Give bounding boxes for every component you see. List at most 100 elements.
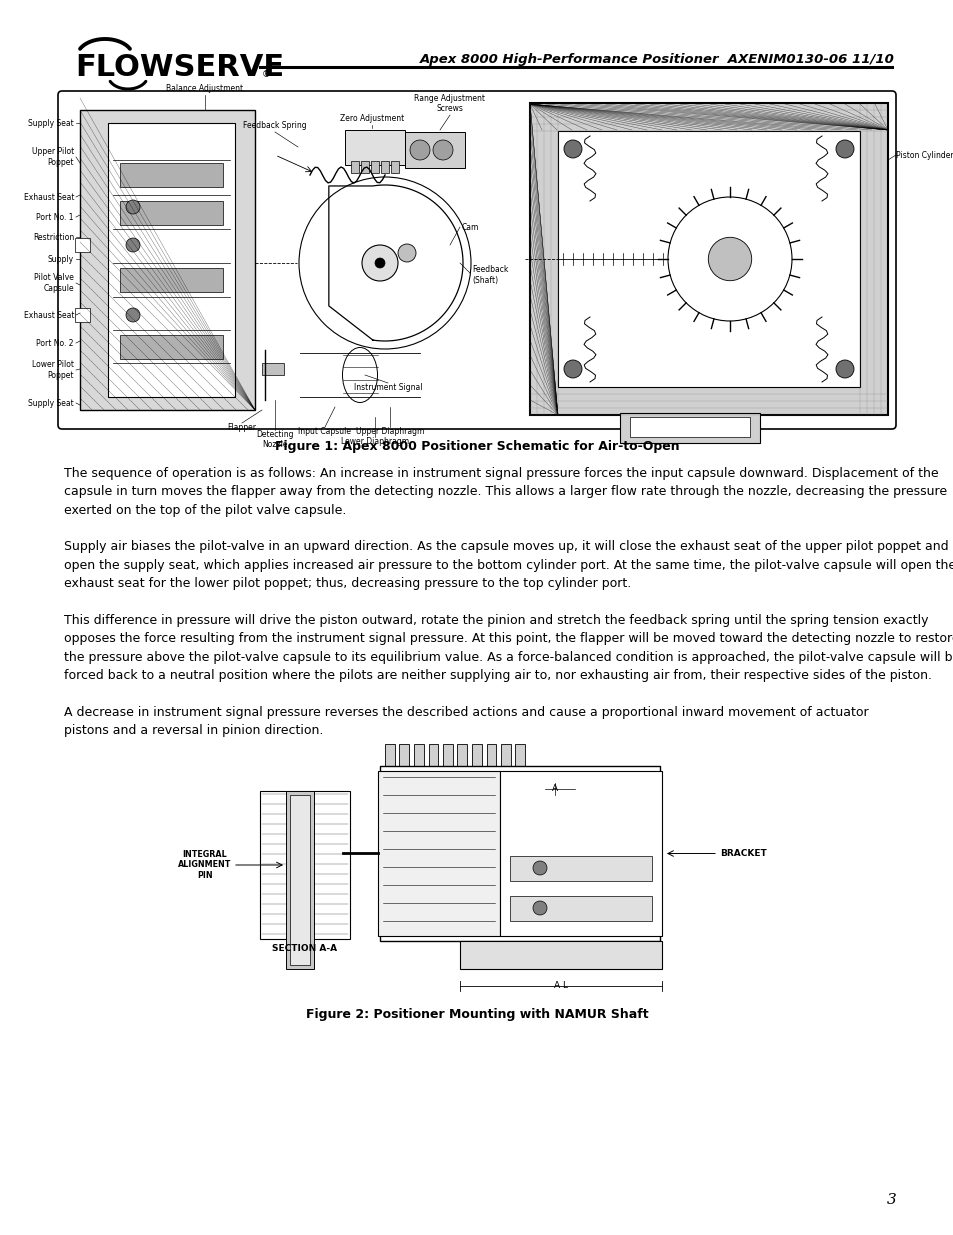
Bar	[260, 790, 350, 939]
Bar	[486, 743, 496, 766]
Text: Upper Diaphragm: Upper Diaphragm	[355, 427, 424, 436]
Text: Feedback
(Shaft): Feedback (Shaft)	[472, 266, 508, 285]
Bar	[442, 743, 453, 766]
Text: forced back to a neutral position where the pilots are neither supplying air to,: forced back to a neutral position where …	[64, 669, 931, 683]
Bar	[457, 743, 467, 766]
Bar	[499, 771, 661, 936]
Bar	[629, 417, 749, 437]
Text: Supply: Supply	[48, 254, 74, 263]
Bar	[377, 771, 499, 936]
Text: Range Adjustment
Screws: Range Adjustment Screws	[414, 94, 485, 112]
Text: BRACKET: BRACKET	[720, 848, 766, 858]
Bar	[379, 766, 659, 941]
Text: pistons and a reversal in pinion direction.: pistons and a reversal in pinion directi…	[64, 725, 323, 737]
Text: exerted on the top of the pilot valve capsule.: exerted on the top of the pilot valve ca…	[64, 504, 346, 517]
Text: Lower Diaphragm: Lower Diaphragm	[340, 437, 409, 446]
Text: Figure 2: Positioner Mounting with NAMUR Shaft: Figure 2: Positioner Mounting with NAMUR…	[305, 1008, 648, 1021]
Circle shape	[397, 245, 416, 262]
Text: Lower Pilot
Poppet: Lower Pilot Poppet	[32, 361, 74, 379]
Text: INTEGRAL
ALIGNMENT
PIN: INTEGRAL ALIGNMENT PIN	[178, 850, 232, 879]
Circle shape	[126, 238, 140, 252]
Text: Feedback Spring: Feedback Spring	[243, 121, 307, 130]
Circle shape	[533, 861, 546, 876]
Bar	[80, 110, 254, 410]
Text: 3: 3	[886, 1193, 896, 1207]
Text: Flapper: Flapper	[227, 424, 256, 432]
Text: Supply Seat: Supply Seat	[29, 399, 74, 408]
Text: ®: ®	[262, 70, 271, 79]
Circle shape	[835, 359, 853, 378]
Bar	[391, 161, 398, 173]
Ellipse shape	[342, 347, 377, 403]
Text: SECTION A-A: SECTION A-A	[273, 944, 337, 953]
Text: Upper Pilot
Poppet: Upper Pilot Poppet	[31, 147, 74, 167]
Circle shape	[433, 140, 453, 161]
Bar	[385, 743, 395, 766]
Text: Piston Cylinder: Piston Cylinder	[895, 151, 953, 159]
Bar	[405, 132, 464, 168]
Text: This difference in pressure will drive the piston outward, rotate the pinion and: This difference in pressure will drive t…	[64, 614, 927, 627]
Text: Zero Adjustment: Zero Adjustment	[339, 114, 404, 124]
Bar	[75, 238, 90, 252]
Bar	[360, 161, 369, 173]
Bar	[399, 743, 409, 766]
Bar	[459, 941, 661, 969]
Text: exhaust seat for the lower pilot poppet; thus, decreasing pressure to the top cy: exhaust seat for the lower pilot poppet;…	[64, 578, 631, 590]
Text: A L: A L	[554, 982, 567, 990]
Text: the pressure above the pilot-valve capsule to its equilibrium value. As a force-: the pressure above the pilot-valve capsu…	[64, 651, 953, 664]
Text: capsule in turn moves the flapper away from the detecting nozzle. This allows a : capsule in turn moves the flapper away f…	[64, 485, 946, 499]
Text: A: A	[552, 784, 558, 794]
Text: Figure 1: Apex 8000 Positioner Schematic for Air-to-Open: Figure 1: Apex 8000 Positioner Schematic…	[274, 440, 679, 453]
Circle shape	[375, 258, 385, 268]
Text: open the supply seat, which applies increased air pressure to the bottom cylinde: open the supply seat, which applies incr…	[64, 559, 953, 572]
Text: opposes the force resulting from the instrument signal pressure. At this point, : opposes the force resulting from the ins…	[64, 632, 953, 646]
Text: Port No. 1: Port No. 1	[36, 212, 74, 221]
Bar	[380, 161, 389, 173]
Circle shape	[126, 308, 140, 322]
Text: The sequence of operation is as follows: An increase in instrument signal pressu: The sequence of operation is as follows:…	[64, 467, 938, 480]
Bar	[120, 268, 223, 291]
Bar	[371, 161, 378, 173]
Circle shape	[533, 902, 546, 915]
Text: Balance Adjustment: Balance Adjustment	[166, 84, 243, 93]
Text: A decrease in instrument signal pressure reverses the described actions and caus: A decrease in instrument signal pressure…	[64, 706, 868, 719]
Circle shape	[563, 359, 581, 378]
Bar	[414, 743, 423, 766]
Bar	[120, 163, 223, 186]
Text: Instrument Signal: Instrument Signal	[354, 383, 422, 391]
Circle shape	[410, 140, 430, 161]
Text: Exhaust Seat: Exhaust Seat	[24, 193, 74, 201]
Text: Cam: Cam	[461, 222, 478, 231]
Text: Detecting
Nozzle: Detecting Nozzle	[256, 430, 294, 450]
Bar	[619, 412, 760, 443]
Bar	[530, 103, 887, 415]
Text: Supply Seat: Supply Seat	[29, 119, 74, 127]
Text: Port No. 2: Port No. 2	[36, 338, 74, 347]
Bar	[500, 743, 511, 766]
FancyBboxPatch shape	[58, 91, 895, 429]
Text: Supply air biases the pilot-valve in an upward direction. As the capsule moves u: Supply air biases the pilot-valve in an …	[64, 541, 947, 553]
Bar	[510, 897, 651, 921]
Circle shape	[707, 237, 751, 280]
Bar	[345, 130, 405, 165]
Bar	[515, 743, 525, 766]
Bar	[120, 335, 223, 359]
Bar	[120, 201, 223, 225]
Circle shape	[126, 200, 140, 214]
Text: Apex 8000 High-Performance Positioner  AXENIM0130-06 11/10: Apex 8000 High-Performance Positioner AX…	[419, 53, 894, 67]
Bar	[428, 743, 438, 766]
Bar	[472, 743, 481, 766]
Bar	[351, 161, 358, 173]
Bar	[558, 131, 859, 387]
Circle shape	[361, 245, 397, 282]
Bar	[286, 790, 314, 969]
Circle shape	[835, 140, 853, 158]
Text: Pilot Valve
Capsule: Pilot Valve Capsule	[34, 273, 74, 293]
Bar	[262, 363, 284, 375]
Bar	[510, 856, 651, 881]
Circle shape	[563, 140, 581, 158]
Text: Restriction: Restriction	[32, 232, 74, 242]
Text: Exhaust Seat: Exhaust Seat	[24, 310, 74, 320]
Bar	[108, 124, 234, 396]
Bar	[290, 795, 310, 965]
